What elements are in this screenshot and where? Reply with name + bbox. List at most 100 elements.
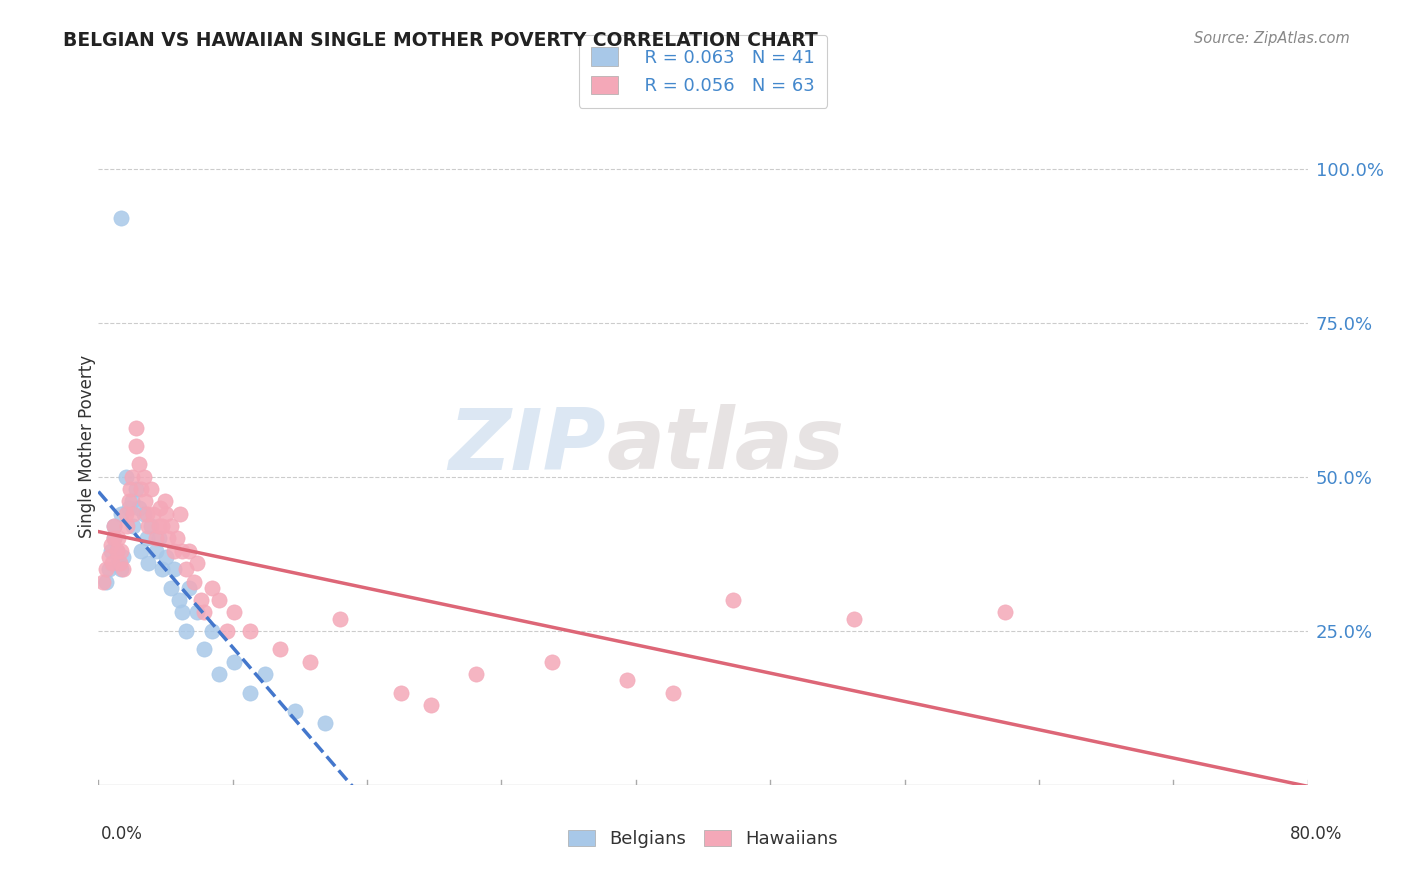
Point	[142, 507, 165, 521]
Point	[186, 606, 208, 620]
Point	[329, 611, 352, 625]
Point	[201, 624, 224, 638]
Point	[239, 624, 262, 638]
Point	[174, 562, 197, 576]
Point	[193, 642, 215, 657]
Point	[103, 519, 125, 533]
Text: BELGIAN VS HAWAIIAN SINGLE MOTHER POVERTY CORRELATION CHART: BELGIAN VS HAWAIIAN SINGLE MOTHER POVERT…	[63, 31, 818, 50]
Point	[135, 532, 157, 546]
Point	[148, 532, 170, 546]
Point	[100, 538, 122, 552]
Point	[135, 507, 157, 521]
Point	[167, 593, 190, 607]
Point	[120, 482, 142, 496]
Point	[122, 507, 145, 521]
Point	[107, 532, 129, 546]
Point	[122, 519, 145, 533]
Point	[118, 500, 141, 515]
Point	[183, 574, 205, 589]
Text: 0.0%: 0.0%	[101, 825, 143, 843]
Point	[129, 482, 152, 496]
Point	[145, 532, 167, 546]
Point	[105, 543, 128, 558]
Point	[103, 532, 125, 546]
Point	[314, 716, 336, 731]
Point	[661, 685, 683, 699]
Point	[107, 556, 129, 570]
Point	[150, 519, 173, 533]
Point	[208, 593, 231, 607]
Point	[169, 507, 191, 521]
Point	[141, 519, 163, 533]
Point	[110, 562, 132, 576]
Point	[132, 470, 155, 484]
Point	[125, 439, 148, 453]
Point	[101, 556, 124, 570]
Point	[190, 593, 212, 607]
Point	[201, 581, 224, 595]
Point	[616, 673, 638, 688]
Point	[118, 494, 141, 508]
Point	[134, 494, 156, 508]
Text: atlas: atlas	[606, 404, 845, 488]
Point	[166, 532, 188, 546]
Point	[115, 519, 138, 533]
Point	[121, 494, 143, 508]
Point	[389, 685, 412, 699]
Point	[540, 655, 562, 669]
Point	[100, 543, 122, 558]
Point	[150, 562, 173, 576]
Point	[160, 581, 183, 595]
Point	[136, 556, 159, 570]
Point	[128, 458, 150, 472]
Point	[723, 593, 745, 607]
Point	[98, 549, 121, 564]
Point	[129, 543, 152, 558]
Text: Source: ZipAtlas.com: Source: ZipAtlas.com	[1194, 31, 1350, 46]
Point	[111, 549, 134, 564]
Point	[284, 704, 307, 718]
Point	[155, 507, 177, 521]
Point	[253, 667, 276, 681]
Point	[145, 543, 167, 558]
Point	[465, 667, 488, 681]
Point	[186, 556, 208, 570]
Point	[105, 543, 128, 558]
Point	[136, 519, 159, 533]
Point	[110, 543, 132, 558]
Point	[299, 655, 322, 669]
Point	[141, 482, 163, 496]
Y-axis label: Single Mother Poverty: Single Mother Poverty	[79, 354, 96, 538]
Legend: Belgians, Hawaiians: Belgians, Hawaiians	[558, 821, 848, 857]
Point	[994, 606, 1017, 620]
Text: 80.0%: 80.0%	[1291, 825, 1343, 843]
Point	[163, 562, 186, 576]
Point	[179, 581, 201, 595]
Point	[215, 624, 238, 638]
Point	[149, 500, 172, 515]
Text: ZIP: ZIP	[449, 404, 606, 488]
Point	[148, 519, 170, 533]
Point	[208, 667, 231, 681]
Point	[114, 470, 136, 484]
Point	[160, 519, 183, 533]
Point	[125, 482, 148, 496]
Point	[224, 655, 246, 669]
Point	[239, 685, 262, 699]
Point	[98, 562, 121, 576]
Point	[94, 574, 117, 589]
Point	[94, 562, 117, 576]
Point	[132, 507, 155, 521]
Point	[420, 698, 443, 712]
Point	[153, 494, 176, 508]
Point	[170, 606, 193, 620]
Point	[111, 562, 134, 576]
Point	[156, 532, 179, 546]
Point	[91, 574, 114, 589]
Point	[224, 606, 246, 620]
Point	[114, 507, 136, 521]
Point	[125, 420, 148, 434]
Point	[110, 507, 132, 521]
Point	[121, 470, 143, 484]
Point	[110, 211, 132, 225]
